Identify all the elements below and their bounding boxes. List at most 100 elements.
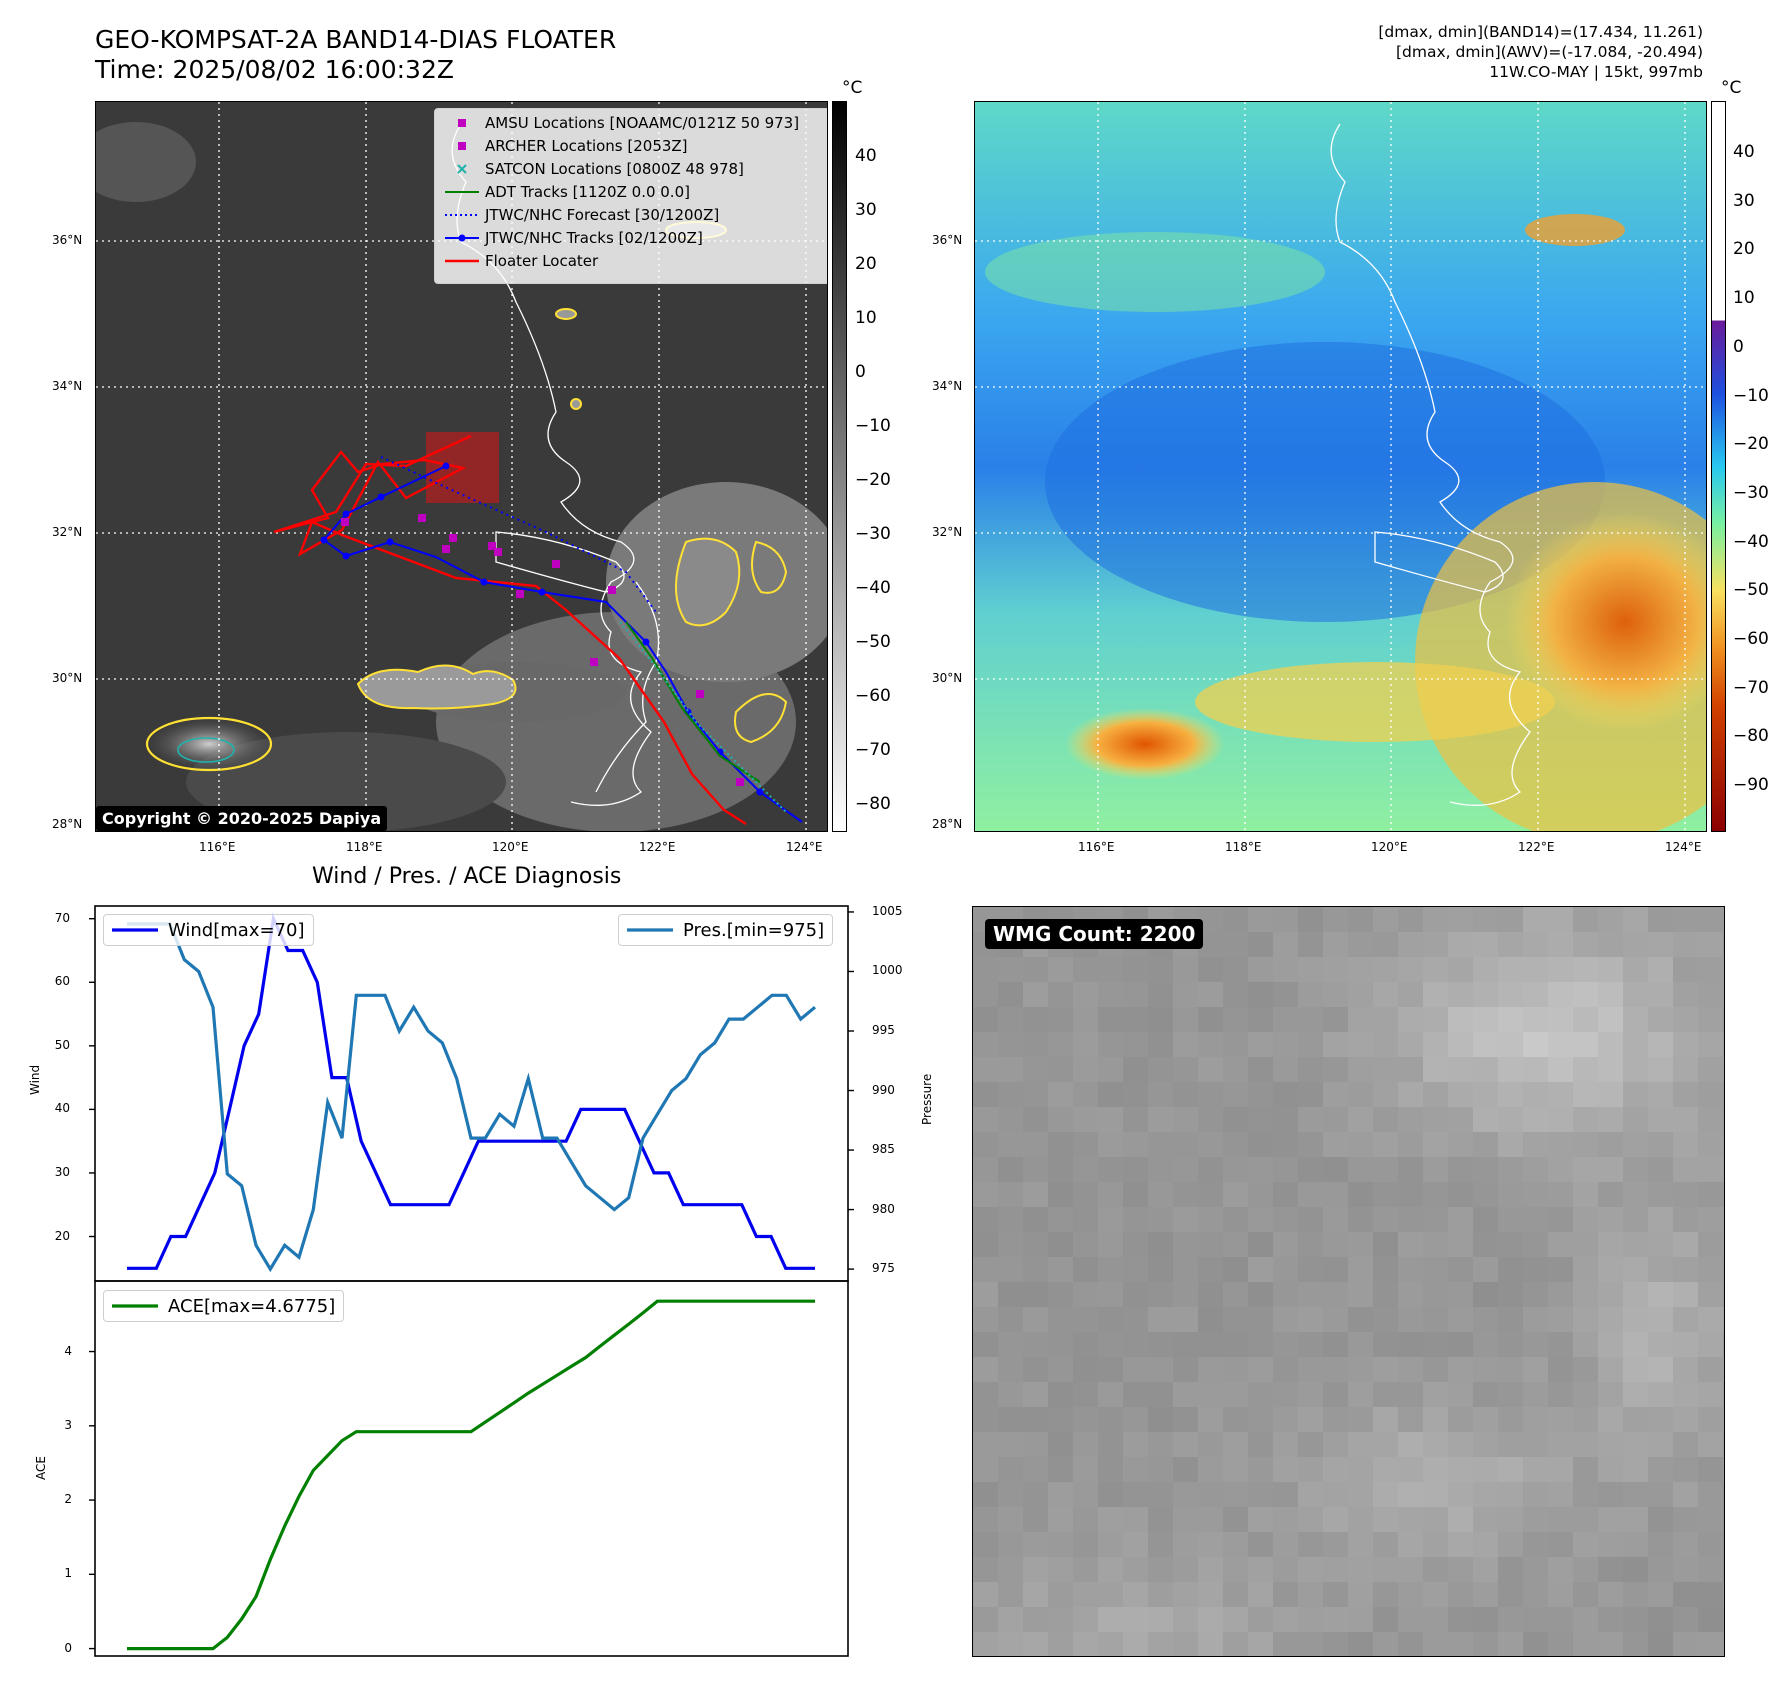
pressure-legend: Pres.[min=975] — [618, 914, 834, 946]
wmg-pixel — [1623, 1082, 1648, 1107]
wmg-pixel — [1123, 982, 1148, 1007]
wmg-pixel — [1598, 1557, 1623, 1582]
wmg-pixel — [1598, 1582, 1623, 1607]
wmg-pixel — [1598, 1132, 1623, 1157]
wmg-pixel — [1198, 1532, 1223, 1557]
jtwc-track — [322, 465, 803, 823]
wmg-pixel — [1373, 982, 1398, 1007]
wmg-pixel — [1548, 1557, 1573, 1582]
wmg-pixel — [1048, 1382, 1073, 1407]
wmg-pixel — [1698, 1607, 1723, 1632]
wmg-pixel — [1548, 1607, 1573, 1632]
wmg-pixel — [973, 1332, 998, 1357]
colorbar-tick: 10 — [1733, 288, 1755, 309]
legend-item-forecast: JTWC/NHC Forecast [30/1200Z] — [439, 203, 825, 226]
wmg-pixel — [1173, 1307, 1198, 1332]
wmg-pixel — [1723, 1007, 1724, 1032]
wmg-pixel — [1623, 1507, 1648, 1532]
legend-label: ARCHER Locations [2053Z] — [485, 136, 688, 155]
wmg-pixel — [1473, 1182, 1498, 1207]
wmg-pixel — [1598, 932, 1623, 957]
wmg-pixel — [1123, 1232, 1148, 1257]
wmg-pixel — [1673, 982, 1698, 1007]
wmg-pixel — [1323, 1057, 1348, 1082]
wmg-pixel — [973, 1582, 998, 1607]
wmg-pixel — [1648, 1082, 1673, 1107]
wind-tick-label: 60 — [54, 974, 70, 989]
pressure-tick-label: 975 — [872, 1261, 895, 1276]
wmg-pixel — [1623, 932, 1648, 957]
wmg-pixel — [1248, 932, 1273, 957]
wmg-pixel — [1423, 1032, 1448, 1057]
wmg-pixel — [1723, 932, 1724, 957]
wmg-pixel — [1348, 1557, 1373, 1582]
wmg-pixel — [1323, 957, 1348, 982]
wmg-pixel — [973, 1107, 998, 1132]
wmg-pixel — [1723, 982, 1724, 1007]
wmg-pixel — [1198, 1007, 1223, 1032]
wmg-pixel — [1673, 1532, 1698, 1557]
wmg-pixel — [1098, 1282, 1123, 1307]
wmg-pixel — [1723, 1507, 1724, 1532]
convective-cloud — [751, 540, 788, 594]
wmg-pixel — [1048, 1157, 1073, 1182]
wmg-pixel — [1248, 1407, 1273, 1432]
wmg-pixel — [1123, 1307, 1148, 1332]
wmg-pixel — [1223, 1107, 1248, 1132]
wmg-pixel — [1423, 907, 1448, 932]
wmg-pixel — [998, 1157, 1023, 1182]
wmg-pixel — [1073, 1132, 1098, 1157]
lat-tick: 34°N — [932, 379, 963, 393]
wmg-pixel — [1048, 1357, 1073, 1382]
wmg-pixel — [1648, 1182, 1673, 1207]
wmg-pixel — [1023, 1482, 1048, 1507]
wmg-pixel — [1098, 1182, 1123, 1207]
wmg-pixel — [1673, 1582, 1698, 1607]
wmg-pixel — [1298, 1207, 1323, 1232]
wmg-pixel — [1098, 1557, 1123, 1582]
wmg-pixel — [1348, 907, 1373, 932]
wmg-pixel — [1023, 1607, 1048, 1632]
wmg-pixel — [1348, 1507, 1373, 1532]
wmg-pixel — [1148, 1282, 1173, 1307]
wmg-pixel — [1523, 1432, 1548, 1457]
wmg-pixel — [1023, 1432, 1048, 1457]
wmg-pixel — [998, 1207, 1023, 1232]
wmg-pixel — [1298, 1257, 1323, 1282]
wmg-pixel — [1673, 1207, 1698, 1232]
wmg-pixel — [1698, 1007, 1723, 1032]
wmg-pixel — [1198, 1207, 1223, 1232]
wmg-pixel — [1648, 1232, 1673, 1257]
wmg-pixel — [1223, 1582, 1248, 1607]
wmg-pixel — [1298, 1532, 1323, 1557]
wmg-pixel — [1248, 1607, 1273, 1632]
wmg-pixel — [1423, 1557, 1448, 1582]
wmg-pixel — [1298, 1632, 1323, 1656]
wmg-pixel — [1448, 1382, 1473, 1407]
wmg-pixel — [1448, 1157, 1473, 1182]
wmg-pixel — [1173, 1207, 1198, 1232]
wmg-pixel — [998, 1032, 1023, 1057]
wmg-pixel — [1023, 1182, 1048, 1207]
colorbar-tick: −80 — [1733, 726, 1769, 747]
wmg-pixel — [1473, 1382, 1498, 1407]
wmg-pixel — [1223, 907, 1248, 932]
wmg-pixel — [1348, 1457, 1373, 1482]
wmg-pixel — [1398, 932, 1423, 957]
wmg-pixel — [1198, 1057, 1223, 1082]
wmg-pixel — [1723, 1482, 1724, 1507]
wmg-pixel — [1023, 1382, 1048, 1407]
wmg-pixel — [1198, 1082, 1223, 1107]
wmg-pixel — [1448, 957, 1473, 982]
wmg-pixel — [1623, 1607, 1648, 1632]
wmg-pixel — [1623, 1557, 1648, 1582]
wmg-pixel — [1173, 1582, 1198, 1607]
wmg-pixel — [1148, 1232, 1173, 1257]
meta-awv-range: [dmax, dmin](AWV)=(-17.084, -20.494) — [1396, 43, 1703, 61]
wmg-pixel — [1173, 982, 1198, 1007]
wmg-pixel — [1323, 1482, 1348, 1507]
wmg-pixel — [1573, 1557, 1598, 1582]
wmg-pixel — [1348, 1082, 1373, 1107]
wmg-pixel — [1398, 1482, 1423, 1507]
wmg-pixel — [1323, 1632, 1348, 1656]
